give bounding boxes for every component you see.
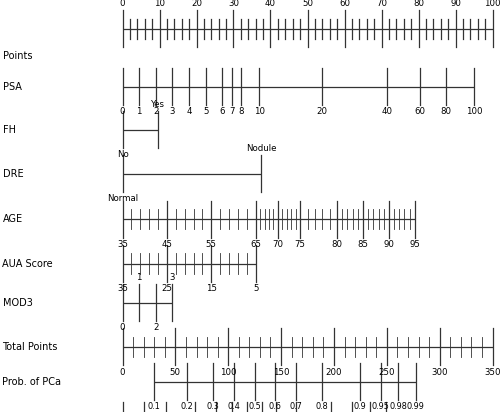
Text: 5: 5 — [253, 284, 258, 293]
Text: AGE: AGE — [2, 214, 22, 224]
Text: 2: 2 — [153, 107, 158, 116]
Text: 0.99: 0.99 — [407, 402, 425, 411]
Text: 3: 3 — [170, 273, 175, 282]
Text: 60: 60 — [415, 107, 426, 116]
Text: 30: 30 — [228, 0, 239, 8]
Text: 1: 1 — [136, 273, 142, 282]
Text: 0: 0 — [120, 107, 125, 116]
Text: 300: 300 — [432, 368, 448, 377]
Text: Normal: Normal — [107, 194, 138, 204]
Text: 80: 80 — [441, 107, 452, 116]
Text: 0.6: 0.6 — [268, 402, 281, 411]
Text: PSA: PSA — [2, 82, 22, 91]
Text: 75: 75 — [294, 240, 306, 249]
Text: 6: 6 — [220, 107, 225, 116]
Text: 0.9: 0.9 — [354, 402, 366, 411]
Text: 25: 25 — [162, 284, 172, 293]
Text: AUA Score: AUA Score — [2, 259, 53, 269]
Text: Yes: Yes — [150, 100, 164, 109]
Text: 0.8: 0.8 — [316, 402, 328, 411]
Text: 45: 45 — [162, 240, 172, 249]
Text: 0.98: 0.98 — [389, 402, 407, 411]
Text: 7: 7 — [229, 107, 234, 116]
Text: 0.1: 0.1 — [148, 402, 161, 411]
Text: 5: 5 — [203, 107, 208, 116]
Text: 15: 15 — [206, 284, 217, 293]
Text: 0.4: 0.4 — [228, 402, 240, 411]
Text: 0.7: 0.7 — [290, 402, 302, 411]
Text: 40: 40 — [382, 107, 392, 116]
Text: 0: 0 — [120, 368, 125, 377]
Text: 95: 95 — [410, 240, 420, 249]
Text: Total Points: Total Points — [2, 342, 58, 352]
Text: 80: 80 — [332, 240, 342, 249]
Text: 50: 50 — [302, 0, 313, 8]
Text: 4: 4 — [186, 107, 192, 116]
Text: 90: 90 — [450, 0, 461, 8]
Text: 150: 150 — [273, 368, 289, 377]
Text: 35: 35 — [117, 240, 128, 249]
Text: No: No — [116, 150, 128, 159]
Text: MOD3: MOD3 — [2, 298, 32, 308]
Text: 55: 55 — [206, 240, 217, 249]
Text: 35: 35 — [117, 284, 128, 293]
Text: 2: 2 — [153, 323, 158, 332]
Text: 1: 1 — [136, 107, 142, 116]
Text: 20: 20 — [317, 107, 328, 116]
Text: 50: 50 — [170, 368, 181, 377]
Text: 70: 70 — [376, 0, 387, 8]
Text: 0: 0 — [120, 323, 125, 332]
Text: 0.3: 0.3 — [206, 402, 219, 411]
Text: 0.5: 0.5 — [248, 402, 262, 411]
Text: 0.2: 0.2 — [181, 402, 194, 411]
Text: 0: 0 — [120, 0, 125, 8]
Text: 65: 65 — [250, 240, 261, 249]
Text: 20: 20 — [191, 0, 202, 8]
Text: Points: Points — [2, 52, 32, 61]
Text: 350: 350 — [484, 368, 500, 377]
Text: DRE: DRE — [2, 169, 23, 179]
Text: 8: 8 — [238, 107, 244, 116]
Text: 100: 100 — [466, 107, 482, 116]
Text: 100: 100 — [220, 368, 236, 377]
Text: 40: 40 — [265, 0, 276, 8]
Text: FH: FH — [2, 125, 16, 135]
Text: 90: 90 — [384, 240, 394, 249]
Text: 60: 60 — [339, 0, 350, 8]
Text: 3: 3 — [170, 107, 175, 116]
Text: 100: 100 — [484, 0, 500, 8]
Text: 70: 70 — [272, 240, 283, 249]
Text: 10: 10 — [254, 107, 265, 116]
Text: 10: 10 — [154, 0, 165, 8]
Text: 250: 250 — [378, 368, 395, 377]
Text: Nodule: Nodule — [246, 144, 276, 153]
Text: 80: 80 — [413, 0, 424, 8]
Text: 200: 200 — [326, 368, 342, 377]
Text: 0.95: 0.95 — [372, 402, 390, 411]
Text: Prob. of PCa: Prob. of PCa — [2, 377, 62, 386]
Text: 85: 85 — [358, 240, 368, 249]
